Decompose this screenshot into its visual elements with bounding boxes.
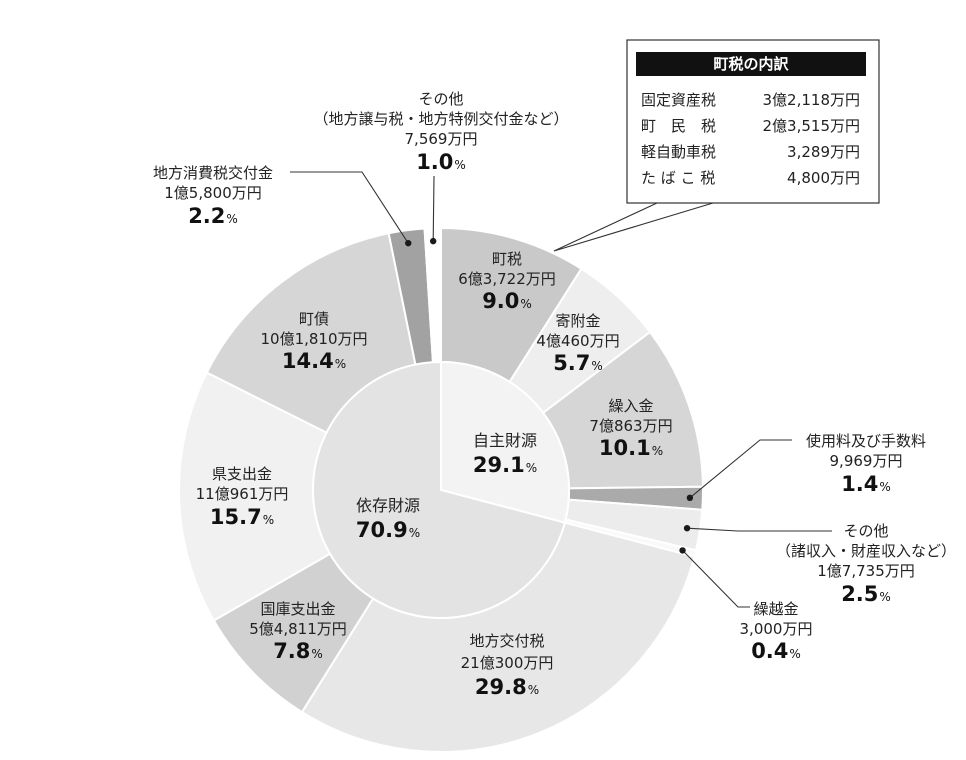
percent-sign: % [879, 590, 890, 604]
percent-value: 9.0 [482, 289, 519, 313]
percent-sign: % [263, 513, 274, 527]
breakdown-callout-pointer [553, 202, 714, 252]
donations-label: 寄附金 [555, 312, 600, 330]
leader-lines [290, 171, 832, 608]
percent-value: 5.7 [553, 351, 590, 375]
fund-transfers-label: 繰入金 [608, 397, 653, 415]
percent-sign: % [226, 212, 237, 226]
percent-value: 0.4 [751, 639, 788, 663]
percent-value: 7.8 [273, 639, 310, 663]
percent-value: 2.5 [841, 582, 878, 606]
own-revenue-percent: 29.1% [473, 453, 537, 477]
national-treasury-disbursements-amount: 5億4,811万円 [249, 620, 347, 638]
percent-sign: % [789, 647, 800, 661]
breakdown-row-label: 町 民 税 [641, 117, 716, 135]
town-bonds-amount: 10億1,810万円 [260, 330, 367, 348]
percent-value: 29.8 [475, 675, 527, 699]
carryover-percent: 0.4% [751, 639, 801, 663]
local-consumption-tax-grant-amount: 1億5,800万円 [164, 184, 262, 202]
usage-fees-percent: 1.4% [841, 472, 891, 496]
other-own-revenue-label: その他 [843, 522, 888, 540]
leader-line-other-own-revenue [687, 527, 832, 532]
other-own-revenue-note: （諸収入・財産収入など） [776, 542, 956, 560]
leader-dot-carryover [679, 547, 686, 554]
percent-sign: % [652, 444, 663, 458]
other-own-revenue-percent: 2.5% [841, 582, 891, 606]
prefectural-disbursements-amount: 11億961万円 [196, 485, 289, 503]
percent-sign: % [311, 647, 322, 661]
town-tax-label: 町税 [492, 250, 522, 268]
breakdown-row-amount: 4,800万円 [787, 169, 860, 187]
other-transferred-taxes-percent: 1.0% [416, 150, 466, 174]
other-transferred-taxes-label: その他 [418, 90, 463, 108]
donations-percent: 5.7% [553, 351, 603, 375]
percent-value: 10.1 [599, 436, 651, 460]
fund-transfers-amount: 7億863万円 [589, 417, 672, 435]
town-bonds-percent: 14.4% [282, 349, 346, 373]
percent-value: 1.4 [841, 472, 878, 496]
town-tax-amount: 6億3,722万円 [458, 270, 556, 288]
leader-dot-other-transferred-taxes [429, 237, 437, 245]
leader-line-other-transferred-taxes [432, 175, 435, 242]
percent-sign: % [526, 461, 537, 475]
other-transferred-taxes-note: （地方譲与税・地方特例交付金など） [313, 110, 568, 128]
local-allocation-tax-amount: 21億300万円 [461, 654, 554, 672]
local-consumption-tax-grant-percent: 2.2% [188, 204, 238, 228]
leader-line-local-consumption-tax-grant [290, 171, 409, 244]
prefectural-disbursements-percent: 15.7% [210, 505, 274, 529]
percent-value: 1.0 [416, 150, 453, 174]
leader-line-usage-fees [689, 439, 792, 499]
inner-segment-own-revenue [440, 360, 570, 524]
dependent-revenue-label: 依存財源 [356, 496, 420, 515]
percent-value: 2.2 [188, 204, 225, 228]
national-treasury-disbursements-percent: 7.8% [273, 639, 323, 663]
percent-value: 70.9 [356, 518, 408, 542]
percent-sign: % [520, 297, 531, 311]
outer-ring-segments [178, 226, 704, 753]
own-revenue-label: 自主財源 [473, 431, 537, 450]
inner-segment-dependent-revenue [312, 360, 567, 619]
leader-dot-other-own-revenue [683, 524, 691, 532]
breakdown-row-label: た ば こ 税 [641, 169, 715, 187]
percent-value: 14.4 [282, 349, 334, 373]
dependent-revenue-percent: 70.9% [356, 518, 420, 542]
breakdown-row-label: 固定資産税 [641, 91, 716, 109]
local-allocation-tax-percent: 29.8% [475, 675, 539, 699]
percent-value: 15.7 [210, 505, 262, 529]
percent-sign: % [454, 158, 465, 172]
leader-dot-local-consumption-tax-grant [405, 239, 412, 247]
breakdown-title: 町税の内訳 [713, 55, 789, 73]
other-transferred-taxes-amount: 7,569万円 [405, 130, 478, 148]
national-treasury-disbursements-label: 国庫支出金 [260, 600, 335, 618]
percent-sign: % [591, 359, 602, 373]
percent-value: 29.1 [473, 453, 525, 477]
percent-sign: % [335, 357, 346, 371]
breakdown-header-bar [636, 52, 866, 76]
town-tax-breakdown-box: 町税の内訳 固定資産税 3億2,118万円 町 民 税 2億3,515万円 軽自… [553, 39, 880, 252]
local-consumption-tax-grant-label: 地方消費税交付金 [153, 164, 273, 182]
inner-pie-segments [312, 360, 570, 619]
donations-amount: 4億460万円 [536, 332, 619, 350]
leader-dot-usage-fees [686, 494, 694, 502]
percent-sign: % [409, 526, 420, 540]
percent-sign: % [879, 480, 890, 494]
percent-sign: % [528, 683, 539, 697]
local-allocation-tax-label: 地方交付税 [469, 632, 544, 650]
town-bonds-label: 町債 [299, 310, 329, 328]
usage-fees-label: 使用料及び手数料 [806, 432, 926, 450]
carryover-label: 繰越金 [753, 600, 798, 618]
breakdown-row-amount: 3億2,118万円 [763, 91, 861, 109]
town-tax-percent: 9.0% [482, 289, 532, 313]
segment-labels: 町税 6億3,722万円 9.0% 寄附金 4億460万円 5.7% 繰入金 7… [153, 90, 956, 699]
other-own-revenue-amount: 1億7,735万円 [817, 562, 915, 580]
fund-transfers-percent: 10.1% [599, 436, 663, 460]
prefectural-disbursements-label: 県支出金 [212, 465, 272, 483]
usage-fees-amount: 9,969万円 [830, 452, 903, 470]
breakdown-row-amount: 2億3,515万円 [763, 117, 861, 135]
breakdown-row-amount: 3,289万円 [787, 143, 860, 161]
carryover-amount: 3,000万円 [740, 620, 813, 638]
leader-line-carryover [682, 550, 750, 608]
breakdown-row-label: 軽自動車税 [641, 143, 716, 161]
